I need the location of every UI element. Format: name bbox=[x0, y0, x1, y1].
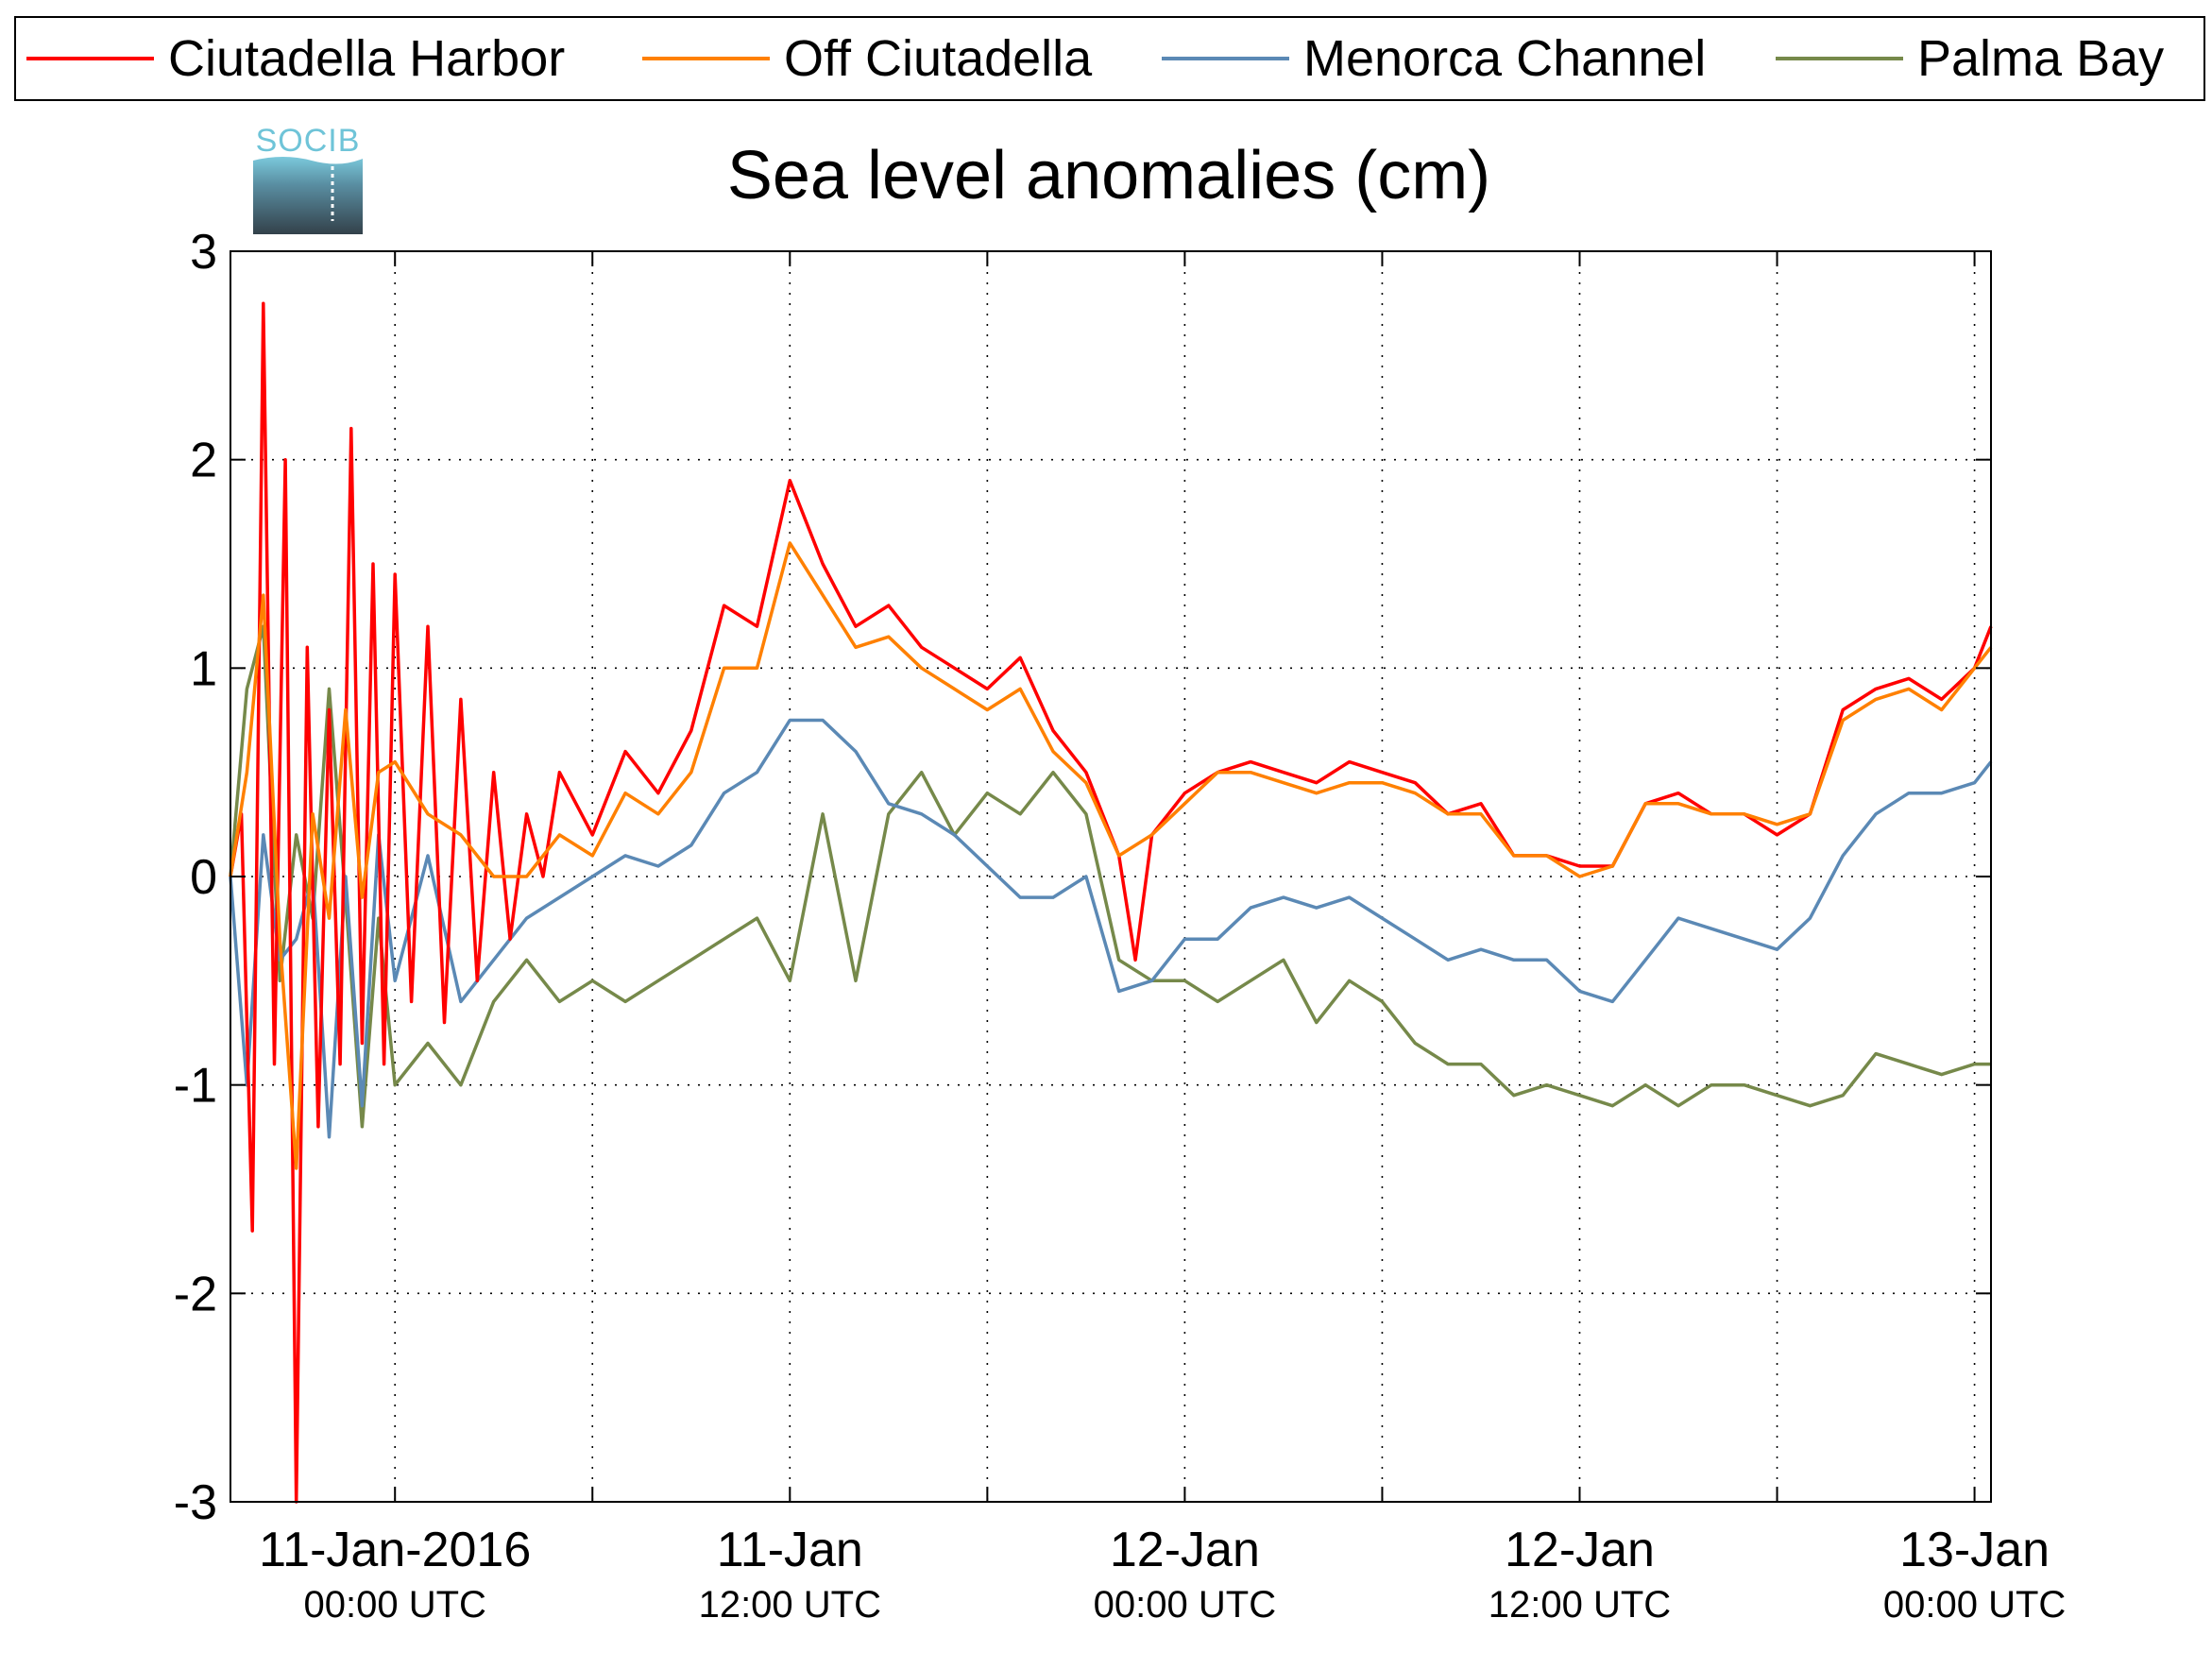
axis-ticks bbox=[230, 250, 1991, 1503]
legend-label: Off Ciutadella bbox=[784, 30, 1093, 87]
x-axis: 11-Jan-2016 00:00 UTC 11-Jan 12:00 UTC 12-Ja… bbox=[259, 1523, 2066, 1626]
legend-label: Menorca Channel bbox=[1303, 30, 1706, 87]
y-tick-label: -1 bbox=[174, 1059, 217, 1114]
series-line-palma-bay bbox=[229, 624, 1991, 1129]
x-tick-label: 13-Jan bbox=[1899, 1523, 2050, 1577]
legend-items: Ciutadella Harbor Off Ciutadella Menorca C… bbox=[26, 30, 2164, 87]
y-tick-label: 1 bbox=[190, 641, 217, 696]
logo-text: SOCIB bbox=[256, 123, 361, 159]
x-tick-label: 12-Jan bbox=[1110, 1523, 1260, 1577]
y-tick-label: -3 bbox=[174, 1475, 217, 1530]
y-tick-label: 2 bbox=[190, 434, 217, 488]
series-lines bbox=[229, 301, 1993, 1504]
x-tick-sublabel: 12:00 UTC bbox=[699, 1584, 881, 1626]
series-line-off-ciutadella bbox=[229, 541, 1993, 1170]
x-tick-label: 12-Jan bbox=[1505, 1523, 1655, 1577]
logo-wave bbox=[253, 157, 363, 234]
x-tick-sublabel: 00:00 UTC bbox=[303, 1584, 485, 1626]
socib-logo: SOCIB bbox=[253, 123, 363, 234]
x-tick-sublabel: 00:00 UTC bbox=[1094, 1584, 1276, 1626]
y-tick-label: -2 bbox=[174, 1267, 217, 1321]
legend-label: Ciutadella Harbor bbox=[168, 30, 565, 87]
y-tick-label: 3 bbox=[190, 225, 217, 280]
grid bbox=[230, 251, 1991, 1502]
legend-label: Palma Bay bbox=[1917, 30, 2164, 87]
chart-title: Sea level anomalies (cm) bbox=[727, 138, 1490, 213]
y-axis: -3 -2 -1 0 1 2 3 bbox=[174, 225, 217, 1530]
x-tick-sublabel: 00:00 UTC bbox=[1883, 1584, 2066, 1626]
series-line-menorca-channel bbox=[229, 718, 1993, 1139]
legend: Ciutadella Harbor Off Ciutadella Menorca C… bbox=[14, 16, 2205, 101]
x-tick-sublabel: 12:00 UTC bbox=[1489, 1584, 1671, 1626]
x-tick-label: 11-Jan bbox=[717, 1523, 863, 1577]
y-tick-label: 0 bbox=[190, 850, 217, 905]
x-tick-label: 11-Jan-2016 bbox=[259, 1523, 531, 1577]
